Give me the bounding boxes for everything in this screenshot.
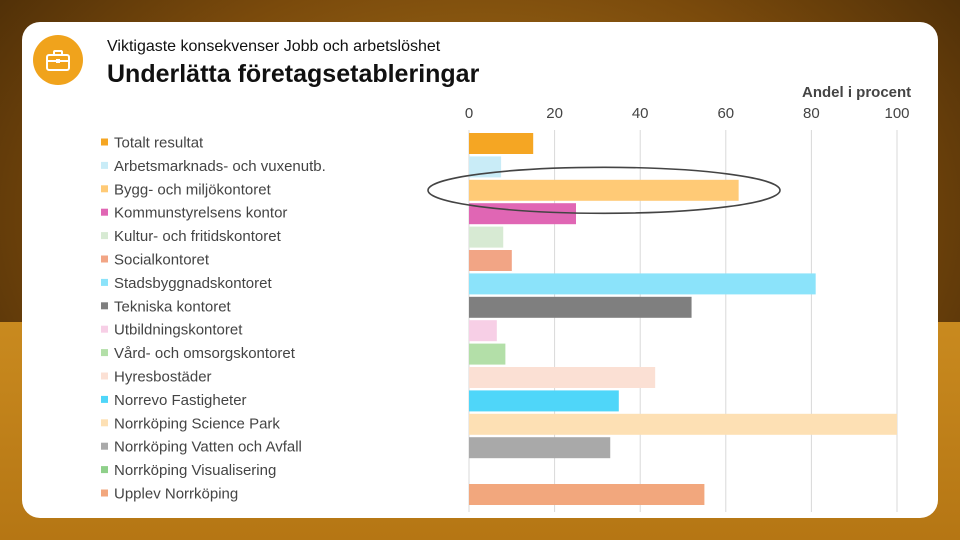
bar bbox=[469, 226, 504, 248]
legend-label: Bygg- och miljökontoret bbox=[114, 181, 272, 198]
bar bbox=[469, 296, 692, 318]
legend-swatch bbox=[101, 278, 108, 286]
bar bbox=[469, 437, 611, 459]
bar bbox=[469, 320, 497, 342]
slide-card: Viktigaste konsekvenser Jobb och arbetsl… bbox=[22, 22, 938, 518]
bar-chart: 0 20 40 60 80 100 Totalt resultat Arbetsmarknad… bbox=[101, 105, 910, 512]
legend-swatch bbox=[101, 208, 108, 216]
legend-swatch bbox=[101, 466, 108, 474]
legend-swatch bbox=[101, 255, 108, 263]
bar bbox=[469, 273, 816, 295]
legend-label: Norrköping Vatten och Avfall bbox=[114, 439, 302, 456]
bar bbox=[469, 413, 897, 435]
tick-label: 40 bbox=[632, 105, 649, 122]
legend-label: Socialkontoret bbox=[114, 252, 210, 269]
bar bbox=[469, 390, 619, 412]
briefcase-icon bbox=[33, 35, 83, 85]
tick-label: 20 bbox=[546, 105, 563, 122]
legend-label: Norrköping Science Park bbox=[114, 415, 280, 432]
legend-swatch bbox=[101, 302, 108, 310]
bar bbox=[469, 133, 534, 154]
legend-label: Upplev Norrköping bbox=[114, 486, 238, 503]
legend-swatch bbox=[101, 442, 108, 450]
legend-label: Arbetsmarknads- och vuxenutb. bbox=[114, 158, 326, 175]
legend-label: Kommunstyrelsens kontor bbox=[114, 205, 287, 222]
legend-swatch bbox=[101, 232, 108, 240]
legend-label: Stadsbyggnadskontoret bbox=[114, 275, 272, 292]
slide-subtitle: Viktigaste konsekvenser Jobb och arbetsl… bbox=[107, 38, 441, 55]
legend-label: Hyresbostäder bbox=[114, 369, 212, 386]
slide-title: Underlätta företagsetableringar bbox=[107, 60, 480, 88]
legend-swatch bbox=[101, 185, 108, 193]
tick-label: 80 bbox=[803, 105, 820, 122]
bar bbox=[469, 250, 512, 271]
legend-swatch bbox=[101, 349, 108, 357]
legend-label: Norrköping Visualisering bbox=[114, 462, 276, 479]
legend-swatch bbox=[101, 489, 108, 497]
legend-label: Totalt resultat bbox=[114, 135, 204, 152]
legend-label: Vård- och omsorgskontoret bbox=[114, 345, 296, 362]
tick-label: 100 bbox=[884, 105, 909, 122]
legend-label: Kultur- och fritidskontoret bbox=[114, 228, 282, 245]
bar bbox=[469, 179, 739, 201]
legend-label: Tekniska kontoret bbox=[114, 298, 232, 315]
bar bbox=[469, 367, 656, 388]
legend-swatch bbox=[101, 419, 108, 427]
highlight-ellipse bbox=[427, 166, 781, 215]
bar bbox=[469, 343, 506, 365]
legend-swatch bbox=[101, 325, 108, 333]
legend-swatch bbox=[101, 138, 108, 146]
bar bbox=[469, 203, 576, 225]
tick-label: 0 bbox=[465, 105, 473, 122]
legend-swatch bbox=[101, 395, 108, 403]
legend-label: Utbildningskontoret bbox=[114, 322, 243, 339]
legend-swatch bbox=[101, 372, 108, 380]
legend-label: Norrevo Fastigheter bbox=[114, 392, 247, 409]
tick-label: 60 bbox=[717, 105, 734, 122]
axis-unit-label: Andel i procent bbox=[802, 84, 912, 101]
bar bbox=[469, 484, 705, 505]
legend-swatch bbox=[101, 161, 108, 169]
